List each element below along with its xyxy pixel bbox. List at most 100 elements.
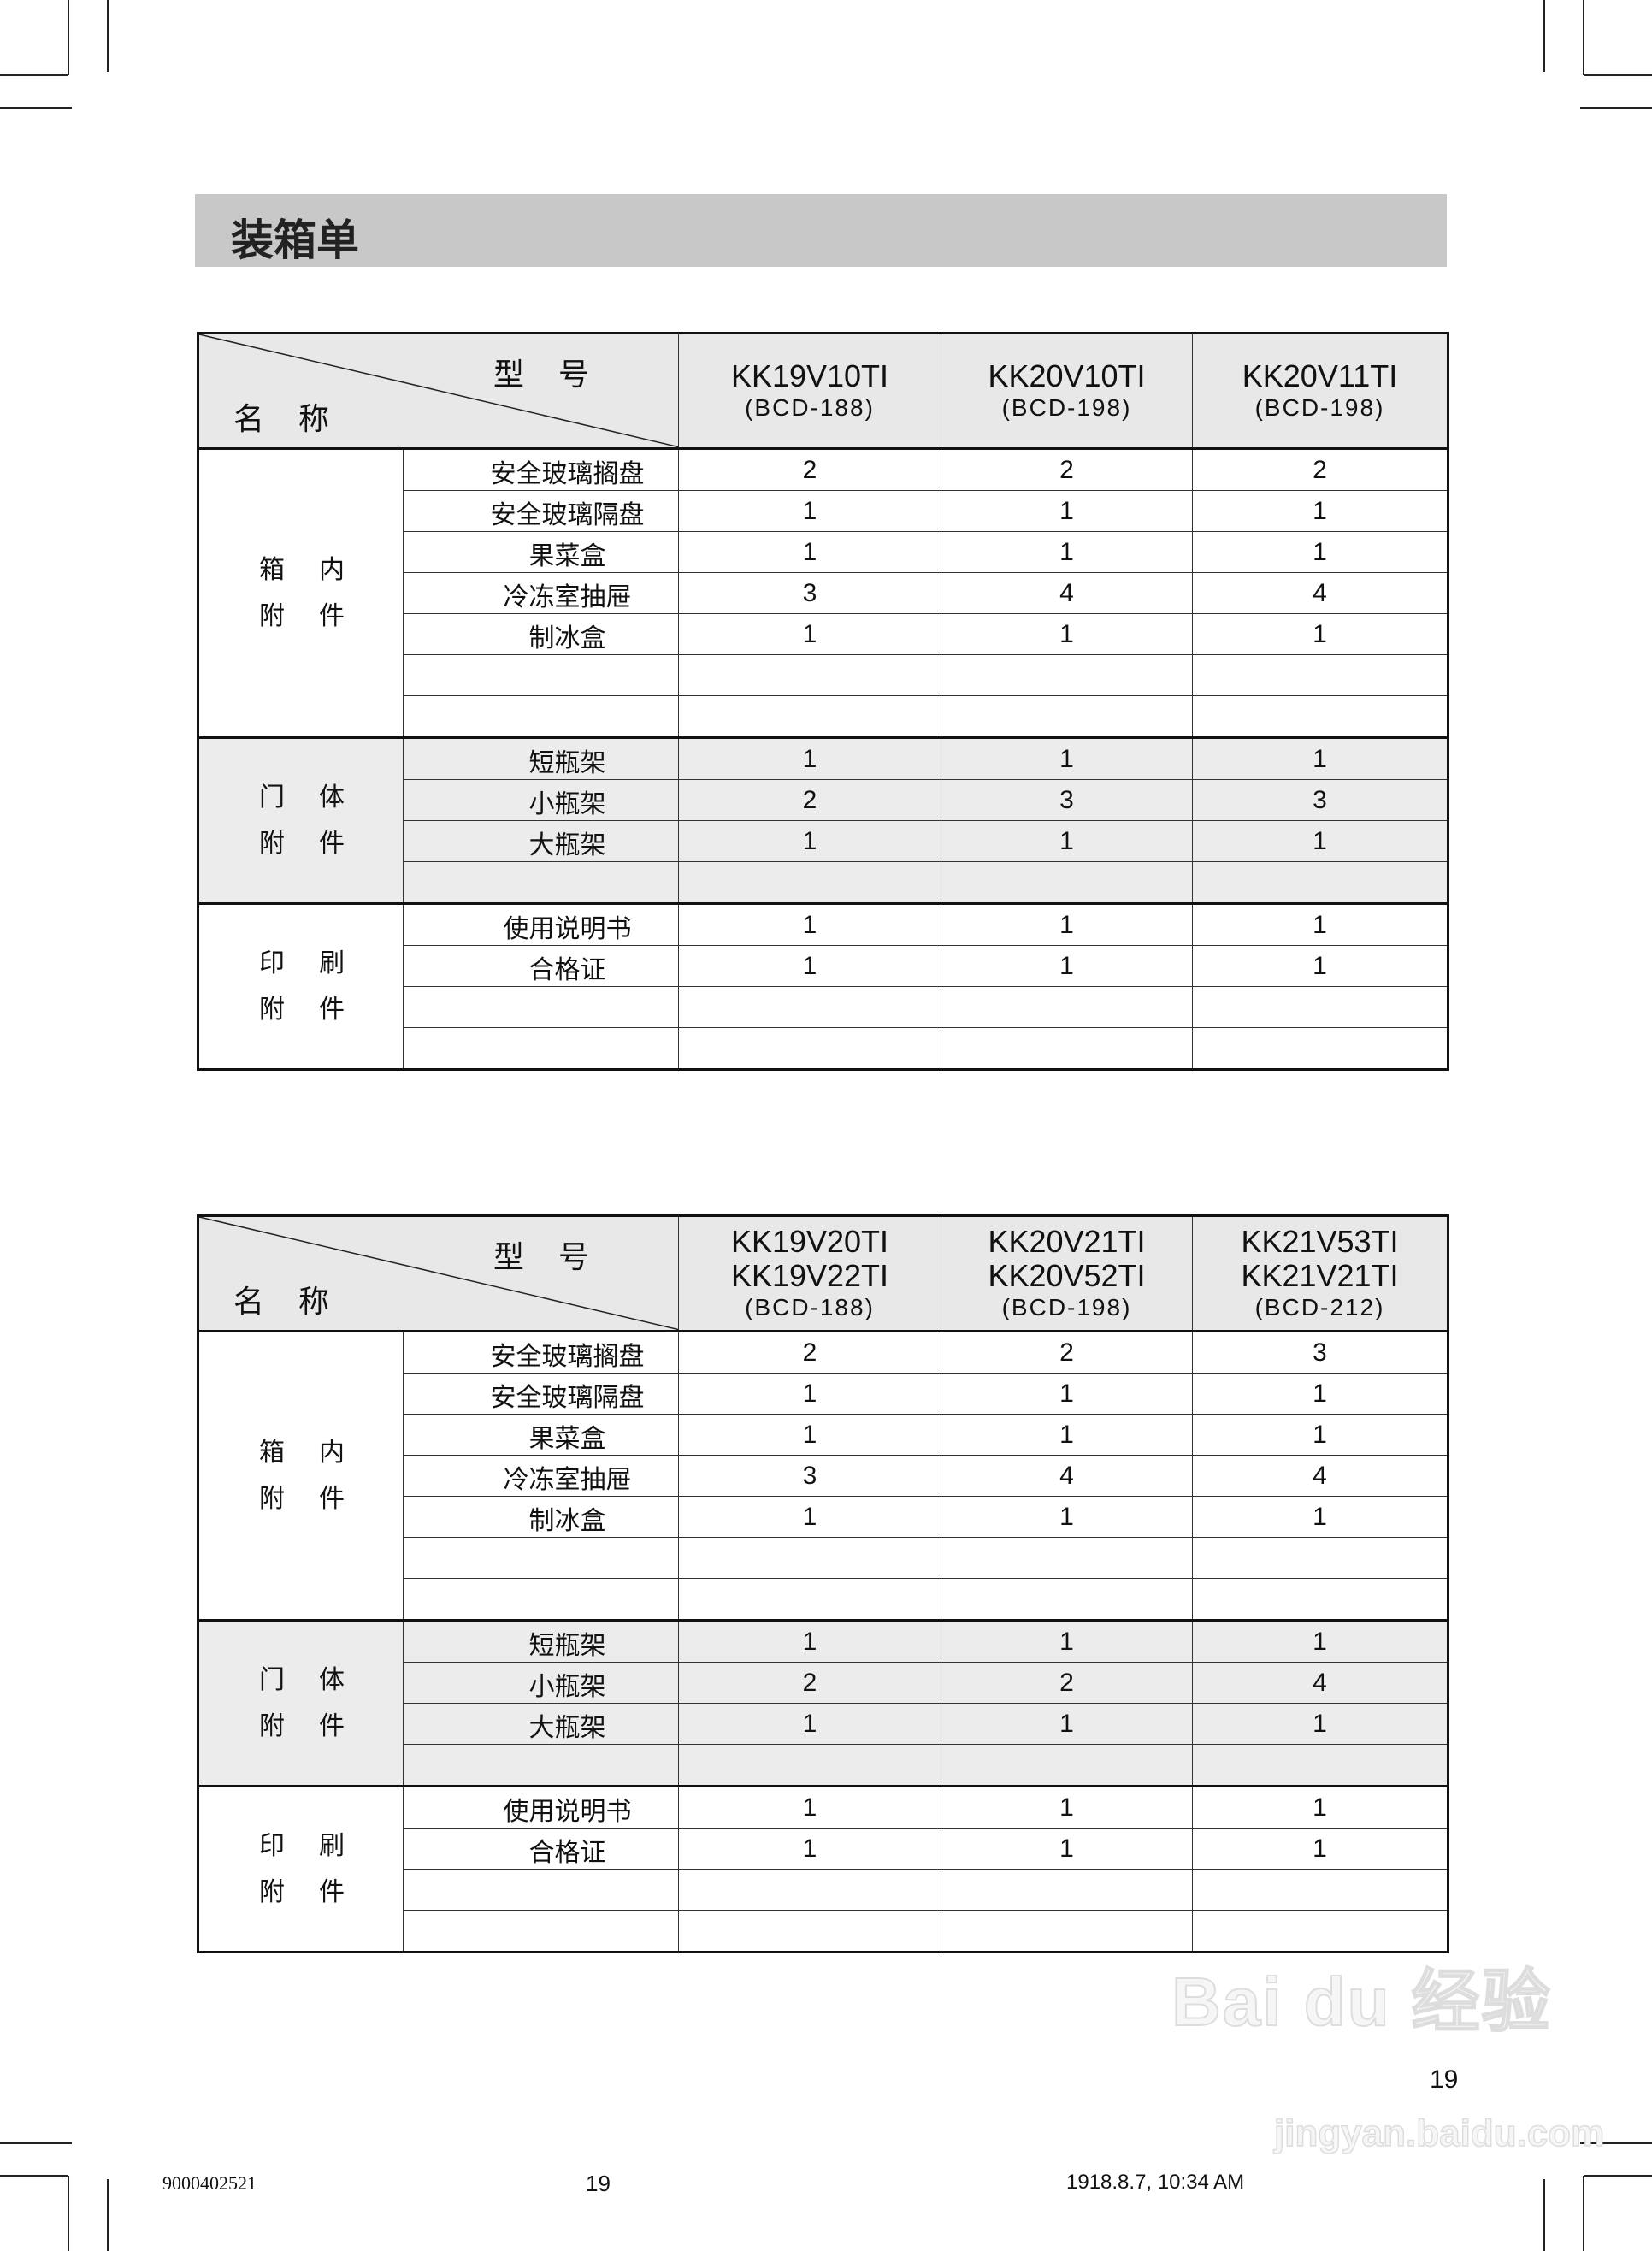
footer-code: 9000402521 (162, 2172, 257, 2194)
model-header-label: 型号 (493, 1240, 623, 1275)
model-header: KK20V10TI (BCD-198) (941, 333, 1193, 450)
quantity-cell: 1 (1192, 531, 1448, 573)
quantity-cell: 1 (1192, 1828, 1448, 1870)
quantity-cell: 1 (678, 1785, 941, 1829)
quantity-cell (941, 1537, 1193, 1579)
packing-list-table-1: 型号名称 KK19V10TI (BCD-188) KK20V10TI (BCD-198)… (197, 332, 1449, 1071)
model-header: KK19V10TI (BCD-188) (678, 333, 941, 450)
item-name: 安全玻璃隔盘 (403, 490, 679, 532)
model-number: KK21V21TI (1241, 1258, 1399, 1293)
quantity-cell: 1 (941, 902, 1193, 946)
packing-list-table-2: 型号 名称 KK19V20TI KK19V22TI (BCD-188) KK20V21TI… (197, 1214, 1449, 1953)
crop-mark (1584, 2175, 1652, 2177)
diagonal-line (199, 1217, 678, 1330)
quantity-cell: 1 (941, 1619, 1193, 1663)
quantity-cell: 4 (941, 572, 1193, 614)
section-label-line: 附件 (259, 600, 379, 631)
quantity-cell (1192, 1027, 1448, 1070)
crop-mark (1580, 2142, 1652, 2144)
quantity-cell: 1 (678, 820, 941, 862)
quantity-cell (1192, 1578, 1448, 1621)
section-label-line: 印刷 (259, 948, 379, 978)
quantity-cell: 1 (678, 1619, 941, 1663)
table-row: 印刷 附件 使用说明书 1 1 1 (198, 902, 1448, 1070)
item-name: 使用说明书 (403, 902, 679, 946)
name-header-label: 名称 (233, 1285, 364, 1320)
item-name (403, 1869, 679, 1911)
item-name (403, 654, 679, 696)
section-label-line: 附件 (259, 1876, 379, 1907)
crop-mark (1543, 0, 1545, 72)
quantity-cell: 1 (941, 490, 1193, 532)
section-label-line: 附件 (259, 1483, 379, 1514)
table-row: 箱内 附件 安全玻璃搁盘 2 2 2 (198, 448, 1448, 738)
crop-mark (1583, 2176, 1584, 2251)
quantity-cell: 1 (678, 1703, 941, 1745)
item-name: 安全玻璃搁盘 (403, 1331, 679, 1374)
diagonal-line (199, 334, 678, 447)
table-row: 合格证 1 1 1 (198, 1828, 1448, 1870)
model-header-label: 型号 (493, 357, 623, 393)
model-number: KK21V53TI (1241, 1224, 1399, 1259)
section-label-line: 箱内 (259, 1437, 379, 1468)
item-name: 安全玻璃搁盘 (403, 448, 679, 491)
quantity-cell: 1 (678, 736, 941, 780)
quantity-cell: 3 (941, 779, 1193, 821)
quantity-cell: 1 (678, 531, 941, 573)
quantity-cell (1192, 1537, 1448, 1579)
item-name (403, 861, 679, 904)
model-number: KK20V52TI (988, 1258, 1146, 1293)
quantity-cell (941, 1744, 1193, 1787)
quantity-cell: 1 (941, 1496, 1193, 1538)
quantity-cell (941, 695, 1193, 738)
table-row: 门体 附件 短瓶架 1 1 1 (198, 736, 1448, 904)
table-row (198, 1744, 1448, 1787)
section-label: 门体 附件 (198, 1619, 404, 1787)
bcd-code: (BCD-212) (1254, 1294, 1385, 1320)
item-name: 合格证 (403, 1828, 679, 1870)
quantity-cell: 4 (1192, 1662, 1448, 1704)
table-row: 门体 附件 短瓶架 1 1 1 (198, 1619, 1448, 1787)
crop-mark (0, 74, 68, 76)
section-label-line: 附件 (259, 1710, 379, 1741)
item-name: 安全玻璃隔盘 (403, 1373, 679, 1415)
quantity-cell (941, 861, 1193, 904)
quantity-cell (941, 986, 1193, 1028)
model-number: KK19V20TI (730, 1224, 889, 1259)
table-row: 果菜盒 1 1 1 (198, 1414, 1448, 1456)
section-label: 箱内 附件 (198, 448, 404, 738)
crop-mark (68, 0, 69, 75)
table-row: 箱内 附件 安全玻璃搁盘 2 2 3 (198, 1331, 1448, 1621)
bcd-code: (BCD-188) (745, 394, 875, 421)
model-number: KK20V21TI (988, 1224, 1146, 1259)
quantity-cell (1192, 1869, 1448, 1911)
quantity-cell (678, 986, 941, 1028)
crop-mark (68, 2176, 69, 2251)
item-name: 小瓶架 (403, 779, 679, 821)
item-name (403, 1027, 679, 1070)
quantity-cell: 1 (941, 613, 1193, 655)
quantity-cell (678, 1578, 941, 1621)
item-name: 制冰盒 (403, 1496, 679, 1538)
quantity-cell (678, 1537, 941, 1579)
quantity-cell: 2 (941, 1331, 1193, 1374)
section-label: 印刷 附件 (198, 902, 404, 1070)
quantity-cell: 1 (941, 736, 1193, 780)
quantity-cell: 1 (1192, 1414, 1448, 1456)
quantity-cell (941, 1027, 1193, 1070)
crop-mark (1584, 74, 1652, 76)
quantity-cell: 1 (678, 490, 941, 532)
quantity-cell: 1 (1192, 736, 1448, 780)
quantity-cell: 3 (678, 1455, 941, 1497)
quantity-cell: 1 (941, 1414, 1193, 1456)
table-row: 大瓶架 1 1 1 (198, 820, 1448, 862)
quantity-cell: 1 (1192, 1373, 1448, 1415)
name-header-label: 名称 (233, 402, 364, 437)
footer-page: 19 (586, 2171, 611, 2196)
section-label: 门体 附件 (198, 736, 404, 904)
item-name: 短瓶架 (403, 1619, 679, 1663)
footer-timestamp: 1918.8.7, 10:34 AM (1066, 2171, 1245, 2194)
section-label-line: 附件 (259, 828, 379, 859)
item-name: 果菜盒 (403, 531, 679, 573)
quantity-cell: 2 (678, 1662, 941, 1704)
